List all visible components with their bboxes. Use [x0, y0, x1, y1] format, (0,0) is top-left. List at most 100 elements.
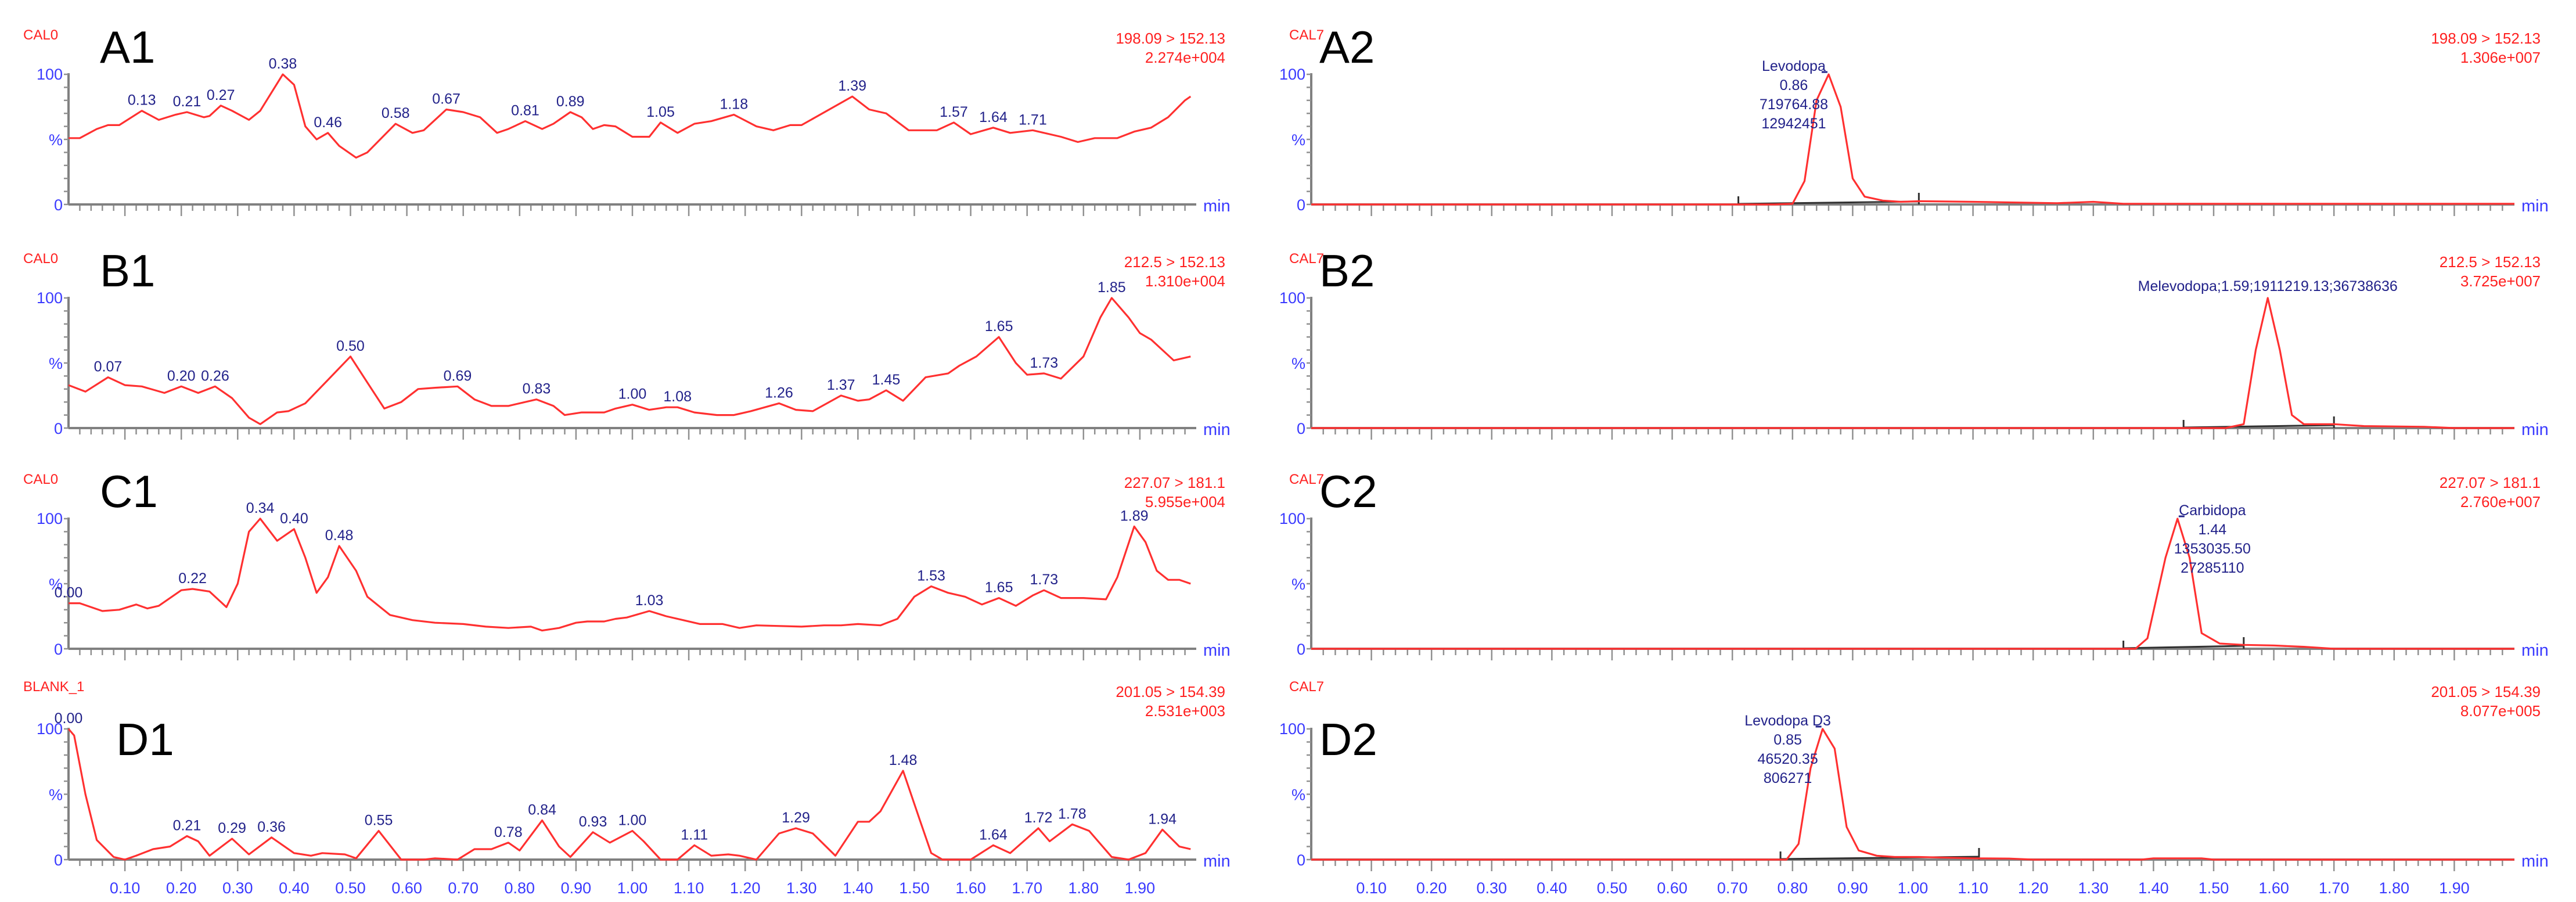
sample-name: CAL0 [23, 472, 58, 487]
panel-D1: BLANK_1 D1 201.05 > 154.39 2.531e+003 100% 0 m… [23, 679, 1231, 897]
chromatogram-trace [67, 728, 1191, 861]
intensity-value: 8.077e+005 [2460, 702, 2541, 720]
y-tick-0: 0 [1297, 196, 1305, 214]
sample-name: CAL7 [1289, 27, 1324, 43]
x-tick-label: 0.30 [222, 879, 253, 897]
y-tick-100: 100 [1279, 510, 1305, 527]
x-tick-label: 1.70 [1012, 879, 1042, 897]
peak-label: 1.89 [1120, 508, 1149, 524]
sample-name: CAL7 [1289, 472, 1324, 487]
peak-annotation: 46520.35 [1757, 751, 1818, 767]
panel-D2: CAL7 D2 201.05 > 154.39 8.077e+005 100% 0 min 0… [1279, 679, 2549, 897]
sample-name: CAL0 [23, 27, 58, 43]
y-tick-0: 0 [54, 196, 63, 214]
x-tick-label: 1.30 [2078, 879, 2109, 897]
y-tick-100: 100 [37, 66, 63, 83]
peak-label: 0.13 [128, 92, 156, 109]
y-tick-0: 0 [54, 420, 63, 437]
peak-label: 0.84 [528, 802, 556, 818]
x-tick-label: 0.60 [391, 879, 422, 897]
y-axis-label: % [49, 355, 63, 372]
peak-label: 0.50 [336, 338, 365, 354]
peak-label: 1.85 [1098, 279, 1126, 296]
panel-A1: CAL0 A1 198.09 > 152.13 2.274e+004 100% 0 min 0… [23, 21, 1231, 216]
peak-label: 1.65 [985, 580, 1013, 596]
intensity-value: 2.531e+003 [1145, 702, 1225, 720]
y-tick-100: 100 [1279, 289, 1305, 307]
x-tick-label: 1.80 [1068, 879, 1099, 897]
x-tick-label: 1.40 [843, 879, 873, 897]
mrm-transition: 198.09 > 152.13 [2431, 30, 2541, 47]
x-axis-unit: min [1203, 197, 1231, 215]
peak-label: 1.00 [618, 386, 647, 403]
chromatogram-trace [68, 297, 1191, 425]
peak-annotation: 806271 [1764, 770, 1812, 786]
x-tick-label: 0.30 [1477, 879, 1508, 897]
peak-label: 0.89 [556, 94, 585, 110]
mrm-transition: 212.5 > 152.13 [1124, 253, 1225, 271]
x-axis-unit: min [2521, 197, 2549, 215]
x-axis-unit: min [2521, 641, 2549, 660]
x-tick-label: 0.80 [1778, 879, 1808, 897]
peak-annotation: Melevodopa;1.59;1911219.13;36738636 [2138, 278, 2398, 294]
x-tick-label: 1.00 [617, 879, 648, 897]
panel-letter: D1 [116, 714, 174, 765]
mrm-transition: 227.07 > 181.1 [2440, 474, 2541, 491]
y-axis-label: % [49, 786, 63, 804]
peak-label: 0.00 [55, 710, 83, 727]
peak-label: 0.38 [269, 56, 297, 72]
peak-annotation: Levodopa [1762, 58, 1826, 74]
peak-label: 1.65 [985, 318, 1013, 335]
mrm-transition: 212.5 > 152.13 [2440, 253, 2541, 271]
y-axis-label: % [49, 576, 63, 593]
peak-label: 1.48 [889, 752, 918, 768]
peak-label: 1.64 [979, 826, 1008, 843]
peak-label: 0.22 [178, 570, 207, 587]
intensity-value: 1.306e+007 [2460, 49, 2541, 66]
panel-B1: CAL0 B1 212.5 > 152.131.310e+004 100% 0 min 0.… [23, 245, 1231, 440]
panel-letter: C1 [100, 466, 158, 517]
y-tick-100: 100 [1279, 720, 1305, 738]
peak-label: 0.26 [201, 368, 229, 384]
x-tick-label: 1.70 [2319, 879, 2350, 897]
peak-annotation: 27285110 [2181, 560, 2244, 576]
x-tick-label: 0.90 [1837, 879, 1868, 897]
peak-label: 1.05 [646, 104, 675, 120]
peak-label: 1.73 [1030, 572, 1058, 588]
x-tick-label: 0.80 [505, 879, 535, 897]
y-tick-0: 0 [1297, 851, 1305, 869]
peak-label: 0.55 [365, 813, 393, 829]
peak-label: 0.27 [207, 87, 235, 103]
peak-label: 0.83 [523, 381, 551, 397]
x-axis-unit: min [1203, 421, 1231, 439]
y-tick-100: 100 [37, 510, 63, 527]
mrm-transition: 201.05 > 154.39 [2431, 683, 2541, 700]
x-axis-unit: min [1203, 641, 1231, 660]
peak-label: 1.57 [940, 104, 968, 120]
peak-label: 1.29 [782, 810, 810, 826]
x-tick-label: 1.10 [674, 879, 704, 897]
peak-label: 0.34 [246, 500, 275, 516]
peak-label: 0.36 [257, 819, 286, 835]
chromatogram-trace [69, 518, 1191, 632]
peak-label: 1.53 [917, 567, 945, 584]
peak-label: 1.37 [827, 377, 855, 393]
peak-annotation: 1353035.50 [2174, 541, 2251, 557]
peak-label: 1.00 [618, 813, 647, 829]
peak-label: 0.69 [444, 368, 472, 384]
x-tick-label: 0.70 [1717, 879, 1748, 897]
intensity-value: 2.274e+004 [1145, 49, 1225, 66]
panel-letter: A2 [1319, 21, 1375, 73]
chromatogram-trace [1311, 728, 2514, 861]
x-tick-label: 1.90 [2439, 879, 2470, 897]
peak-label: 1.94 [1148, 811, 1177, 827]
peak-label: 1.64 [979, 109, 1008, 125]
y-tick-100: 100 [37, 289, 63, 307]
panel-letter: A1 [100, 21, 155, 73]
y-tick-0: 0 [1297, 641, 1305, 658]
y-tick-0: 0 [54, 641, 63, 658]
peak-label: 0.48 [325, 527, 354, 544]
peak-annotation: 0.86 [1780, 77, 1808, 94]
x-tick-label: 1.30 [786, 879, 817, 897]
sample-name: CAL0 [23, 251, 58, 267]
